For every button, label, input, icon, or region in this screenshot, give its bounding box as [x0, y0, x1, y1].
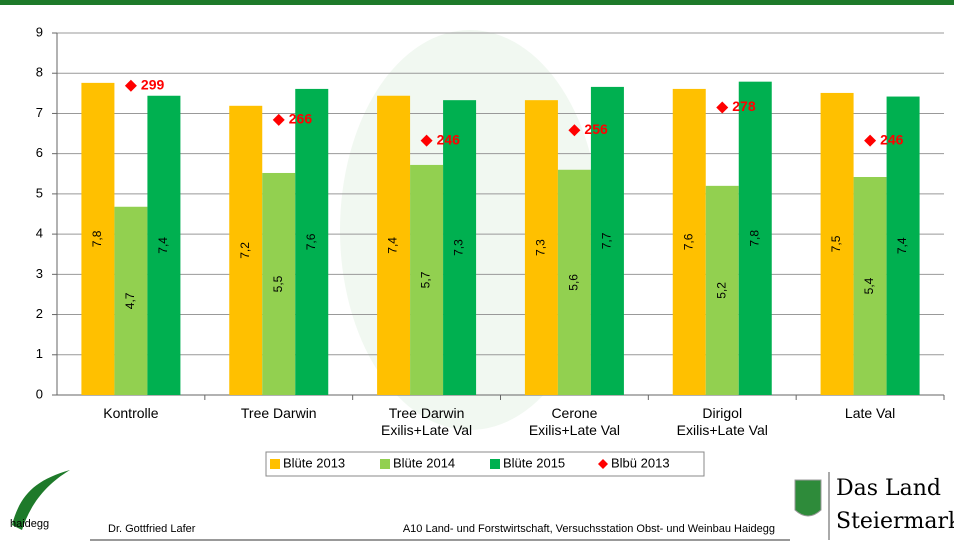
- y-tick-label: 3: [36, 266, 43, 281]
- data-label: 246: [437, 131, 461, 147]
- data-label: 7,4: [386, 237, 400, 254]
- data-label: 5,4: [862, 277, 876, 294]
- legend: [265, 451, 705, 477]
- x-tick-label: Tree Darwin Exilis+Late Val: [380, 405, 473, 438]
- legend-marker: [598, 459, 608, 469]
- data-label: 7,2: [238, 242, 252, 259]
- top-bar: [0, 0, 954, 5]
- y-tick-label: 0: [36, 386, 43, 401]
- legend-swatch: [380, 459, 390, 469]
- data-label: 7,6: [304, 233, 318, 250]
- marker: [716, 101, 729, 114]
- x-tick-label: Late Val: [844, 405, 896, 421]
- brand-line2: Steiermark: [836, 509, 954, 534]
- data-label: 266: [289, 111, 313, 127]
- data-label: 5,2: [714, 282, 728, 299]
- data-label: 7,3: [452, 239, 466, 256]
- legend-label: Blüte 2013: [283, 455, 345, 470]
- bar: [262, 172, 296, 395]
- legend-label: Blüte 2014: [393, 455, 455, 470]
- bar: [147, 95, 181, 395]
- data-label: 5,5: [271, 275, 285, 292]
- data-label: 7,6: [681, 233, 695, 250]
- bar: [443, 100, 477, 395]
- marker: [568, 124, 581, 137]
- brand-line1: Das Land: [836, 476, 941, 501]
- bar: [114, 206, 148, 395]
- institution: A10 Land- und Forstwirtschaft, Versuchss…: [403, 523, 775, 535]
- data-label: 7,8: [90, 230, 104, 247]
- author: Dr. Gottfried Lafer: [108, 523, 196, 535]
- bar: [229, 105, 263, 396]
- x-tick-label: Dirigol Exilis+Late Val: [676, 405, 768, 438]
- bar: [886, 96, 920, 395]
- legend-swatch: [490, 459, 500, 469]
- bar: [524, 100, 558, 395]
- logo: [12, 470, 70, 530]
- y-tick-label: 9: [36, 24, 43, 39]
- marker: [272, 113, 285, 126]
- y-tick-label: 6: [36, 145, 43, 160]
- bar: [705, 185, 739, 395]
- bar: [738, 81, 772, 396]
- x-tick-label: Kontrolle: [103, 405, 159, 421]
- y-tick-label: 5: [36, 185, 43, 200]
- legend-label: Blbü 2013: [611, 455, 670, 470]
- x-tick-label: Cerone Exilis+Late Val: [528, 405, 620, 438]
- data-label: 5,6: [567, 274, 581, 291]
- bar: [557, 169, 591, 395]
- data-label: 7,4: [895, 237, 909, 254]
- bar: [672, 88, 706, 396]
- bar: [590, 86, 624, 396]
- data-label: 7,8: [747, 230, 761, 247]
- bar: [820, 92, 854, 395]
- x-tick-label: Tree Darwin: [240, 405, 317, 421]
- bar: [377, 95, 411, 395]
- legend-label: Blüte 2015: [503, 455, 565, 470]
- data-label: 7,3: [534, 239, 548, 256]
- data-label: 246: [880, 131, 904, 147]
- data-label: 4,7: [123, 292, 137, 309]
- y-tick-label: 4: [36, 226, 43, 241]
- logo-text: haidegg: [10, 518, 49, 530]
- data-label: 7,7: [600, 232, 614, 249]
- bar: [81, 82, 115, 396]
- data-label: 7,4: [156, 237, 170, 254]
- bar: [410, 164, 444, 395]
- marker: [864, 134, 877, 147]
- bar: [295, 88, 329, 396]
- y-tick-label: 8: [36, 65, 43, 80]
- bar: [853, 176, 887, 395]
- legend-swatch: [270, 459, 280, 469]
- data-label: 7,5: [829, 235, 843, 252]
- y-tick-label: 2: [36, 306, 43, 321]
- y-tick-label: 7: [36, 105, 43, 120]
- marker: [420, 134, 433, 147]
- coat-of-arms: [794, 479, 822, 517]
- data-label: 5,7: [419, 271, 433, 288]
- marker: [124, 79, 137, 92]
- data-label: 299: [141, 76, 165, 92]
- y-tick-label: 1: [36, 346, 43, 361]
- data-label: 278: [732, 98, 756, 114]
- data-label: 256: [584, 121, 608, 137]
